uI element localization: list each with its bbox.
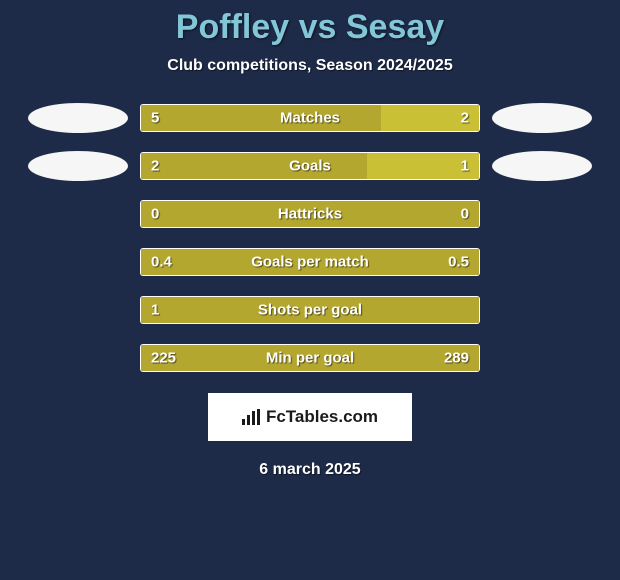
stat-row: Matches52: [0, 103, 620, 133]
player-left-badge: [28, 247, 128, 277]
stat-bar-left-segment: [141, 153, 367, 179]
stat-bar-left-segment: [141, 105, 381, 131]
player-left-badge: [28, 343, 128, 373]
player-right-badge: [492, 247, 592, 277]
comparison-subtitle: Club competitions, Season 2024/2025: [0, 57, 620, 75]
player-left-badge: [28, 199, 128, 229]
stat-bar: Goals21: [140, 152, 480, 180]
stat-row: Min per goal225289: [0, 343, 620, 373]
comparison-title: Poffley vs Sesay: [0, 0, 620, 47]
stat-bar: Hattricks00: [140, 200, 480, 228]
stat-bar-left-segment: [141, 297, 479, 323]
player-left-badge: [28, 151, 128, 181]
stat-bar-right-segment: [367, 153, 479, 179]
bars-icon: [242, 409, 260, 425]
stat-bar: Goals per match0.40.5: [140, 248, 480, 276]
stat-row: Goals per match0.40.5: [0, 247, 620, 277]
stat-bar-left-segment: [141, 345, 479, 371]
player-left-badge: [28, 295, 128, 325]
stat-bar-left-segment: [141, 249, 479, 275]
player-right-badge: [492, 295, 592, 325]
stat-bar: Shots per goal1: [140, 296, 480, 324]
player-right-badge: [492, 343, 592, 373]
stat-bar-left-segment: [141, 201, 479, 227]
player-right-badge: [492, 151, 592, 181]
comparison-date: 6 march 2025: [0, 461, 620, 479]
stat-row: Hattricks00: [0, 199, 620, 229]
player-left-badge: [28, 103, 128, 133]
stat-row: Shots per goal1: [0, 295, 620, 325]
stat-bar: Matches52: [140, 104, 480, 132]
stat-bar: Min per goal225289: [140, 344, 480, 372]
stat-bar-right-segment: [381, 105, 479, 131]
logo-text: FcTables.com: [266, 407, 378, 427]
player-right-badge: [492, 103, 592, 133]
player-right-badge: [492, 199, 592, 229]
fctables-logo[interactable]: FcTables.com: [208, 393, 412, 441]
stat-row: Goals21: [0, 151, 620, 181]
stats-container: Matches52 Goals21 Hattricks00 Goals per mat…: [0, 103, 620, 373]
